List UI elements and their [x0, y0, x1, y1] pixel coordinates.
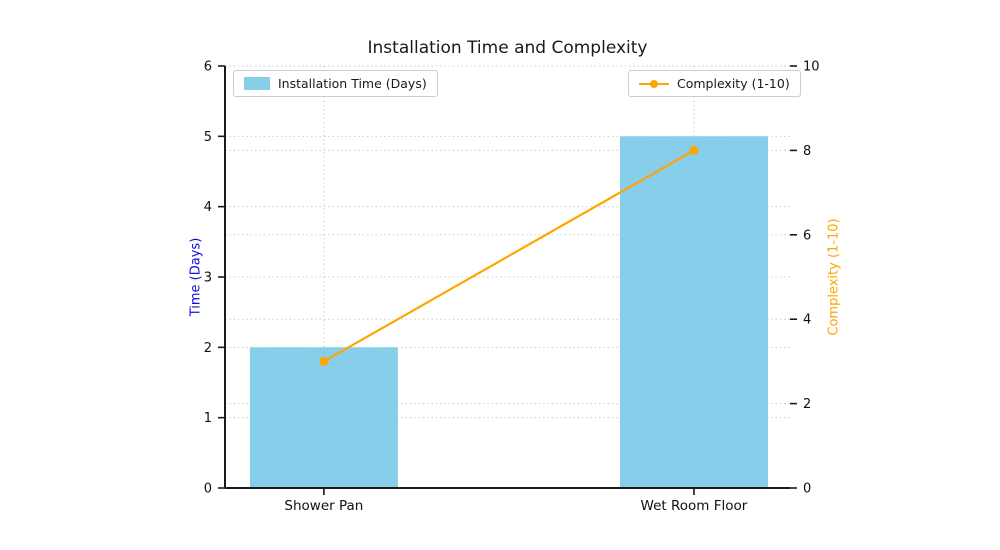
legend-complexity: Complexity (1-10)	[628, 70, 801, 97]
right-tick-label: 0	[803, 482, 811, 497]
left-tick-label: 0	[204, 482, 212, 497]
bar-wet-room-floor	[619, 136, 768, 489]
right-tick-label: 2	[803, 397, 811, 412]
left-tick-label: 1	[204, 411, 212, 426]
bar-shower-pan	[249, 347, 398, 488]
right-tick-label: 8	[803, 144, 811, 159]
line-marker-shower-pan	[319, 356, 329, 366]
chart-title: Installation Time and Complexity	[367, 38, 648, 58]
legend-installation-time: Installation Time (Days)	[233, 70, 438, 97]
complexity-line	[323, 149, 695, 363]
legend-bar-series-label: Installation Time (Days)	[278, 76, 427, 91]
left-tick-label: 6	[204, 60, 212, 75]
right-tick-label: 10	[803, 60, 820, 75]
left-tick-label: 2	[204, 341, 212, 356]
right-axis-label: Complexity (1-10)	[826, 218, 842, 336]
right-tick-label: 6	[803, 228, 811, 243]
line-marker-wet-room-floor	[689, 145, 699, 155]
x-category-label: Wet Room Floor	[641, 498, 748, 514]
x-category-label: Shower Pan	[284, 498, 363, 514]
left-tick-label: 4	[204, 200, 212, 215]
left-tick-label: 3	[204, 271, 212, 286]
legend-line-series-label: Complexity (1-10)	[677, 76, 790, 91]
left-tick-label: 5	[204, 130, 212, 145]
line-series-marker-icon	[639, 77, 669, 90]
right-tick-label: 4	[803, 313, 811, 328]
bar-series-swatch-icon	[244, 77, 270, 90]
left-axis-label: Time (Days)	[188, 237, 204, 317]
